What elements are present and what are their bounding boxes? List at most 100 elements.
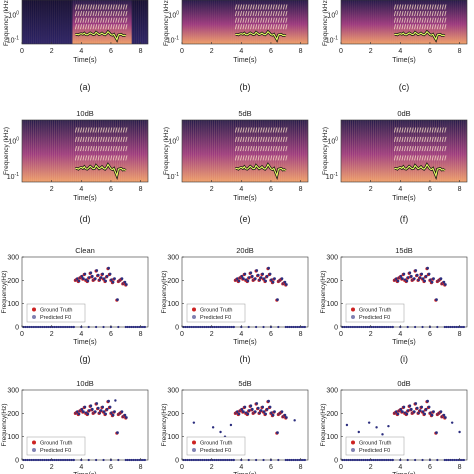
predicted-point (360, 458, 363, 462)
y-tick-label: 200 (326, 278, 338, 285)
noise-stripe (461, 0, 463, 44)
x-axis-label: Time(s) (392, 195, 415, 202)
harmonic-streak (122, 136, 125, 142)
predicted-outlier (357, 430, 360, 434)
x-tick-label: 6 (428, 464, 432, 471)
x-tick-label: 8 (299, 186, 303, 193)
predicted-point (86, 279, 90, 283)
harmonic-streak (426, 127, 429, 133)
predicted-point (358, 458, 361, 462)
predicted-point (128, 325, 131, 329)
x-axis-label: Time(s) (73, 339, 96, 346)
harmonic-streak (242, 155, 245, 161)
noise-stripe (297, 120, 300, 182)
noise-stripe (364, 0, 366, 44)
predicted-point (301, 458, 305, 462)
harmonic-streak (74, 10, 77, 17)
harmonic-streak (434, 17, 437, 23)
harmonic-streak (401, 24, 404, 30)
harmonic-streak (426, 10, 429, 17)
harmonic-streak (252, 24, 255, 30)
harmonic-streak (245, 136, 248, 142)
noise-stripe (368, 120, 370, 182)
noise-stripe (402, 0, 404, 44)
y-axis-label: Frequency (kHz) (3, 127, 10, 175)
predicted-point (134, 458, 137, 462)
noise-stripe (377, 0, 379, 44)
noise-stripe (245, 120, 247, 182)
harmonic-streak (120, 127, 123, 133)
predicted-point (113, 410, 116, 414)
harmonic-streak (439, 146, 442, 152)
predicted-point (93, 277, 97, 281)
predicted-point (215, 325, 218, 329)
harmonic-streak (87, 127, 90, 133)
noise-stripe (91, 0, 93, 44)
predicted-point (364, 325, 367, 329)
noise-stripe (35, 0, 37, 44)
y-tick-label: 200 (326, 411, 338, 418)
harmonic-streak (421, 127, 424, 133)
harmonic-streak (115, 127, 118, 133)
predicted-point (111, 280, 115, 284)
noise-stripe (230, 0, 232, 44)
noise-stripe (188, 0, 190, 44)
harmonic-streak (110, 127, 113, 133)
predicted-point (72, 458, 75, 462)
noise-stripe (410, 0, 412, 44)
harmonic-streak (252, 136, 255, 142)
legend-box (26, 436, 86, 456)
harmonic-streak (107, 24, 110, 30)
predicted-point (222, 458, 226, 462)
predicted-point (33, 325, 37, 329)
predicted-point (418, 409, 422, 412)
predicted-point (62, 458, 66, 462)
predicted-point (32, 458, 35, 462)
predicted-point (87, 276, 91, 279)
x-axis-label: Time(s) (233, 339, 256, 346)
predicted-point (66, 458, 69, 462)
harmonic-streak (396, 24, 399, 30)
predicted-outlier (229, 423, 233, 427)
harmonic-streak (414, 127, 417, 133)
harmonic-streak (280, 155, 283, 161)
noise-stripe (302, 120, 304, 182)
harmonic-streak (421, 10, 424, 17)
harmonic-streak (265, 146, 268, 152)
predicted-point (261, 405, 265, 409)
y-tick-label: 10-1 (326, 172, 338, 181)
predicted-point (288, 458, 291, 462)
noise-stripe (186, 0, 188, 44)
noise-stripe (440, 0, 442, 44)
harmonic-streak (112, 17, 115, 23)
harmonic-streak (122, 146, 125, 152)
predicted-outlier (219, 430, 222, 434)
harmonic-streak (95, 17, 98, 23)
noise-stripe (220, 0, 222, 44)
predicted-point (445, 325, 448, 329)
noise-stripe (400, 120, 402, 182)
predicted-point (207, 325, 210, 329)
noise-stripe (62, 120, 64, 182)
harmonic-streak (260, 136, 263, 142)
predicted-point (35, 458, 39, 462)
harmonic-streak (434, 146, 437, 152)
noise-stripe (28, 0, 30, 44)
legend-label: Predicted F0 (200, 315, 231, 321)
predicted-point (256, 406, 260, 410)
harmonic-streak (115, 146, 118, 152)
y-tick-label: 300 (7, 388, 19, 395)
predicted-point (101, 405, 105, 409)
harmonic-streak (411, 24, 414, 30)
noise-stripe (131, 120, 133, 182)
harmonic-streak (414, 4, 417, 10)
harmonic-streak (421, 146, 424, 152)
harmonic-streak (85, 24, 88, 30)
predicted-point (409, 407, 413, 411)
harmonic-streak (120, 4, 123, 10)
predicted-point (354, 458, 358, 462)
harmonic-streak (237, 146, 240, 152)
predicted-point (57, 325, 60, 329)
x-tick-label: 2 (369, 464, 373, 471)
noise-stripe (91, 120, 93, 182)
